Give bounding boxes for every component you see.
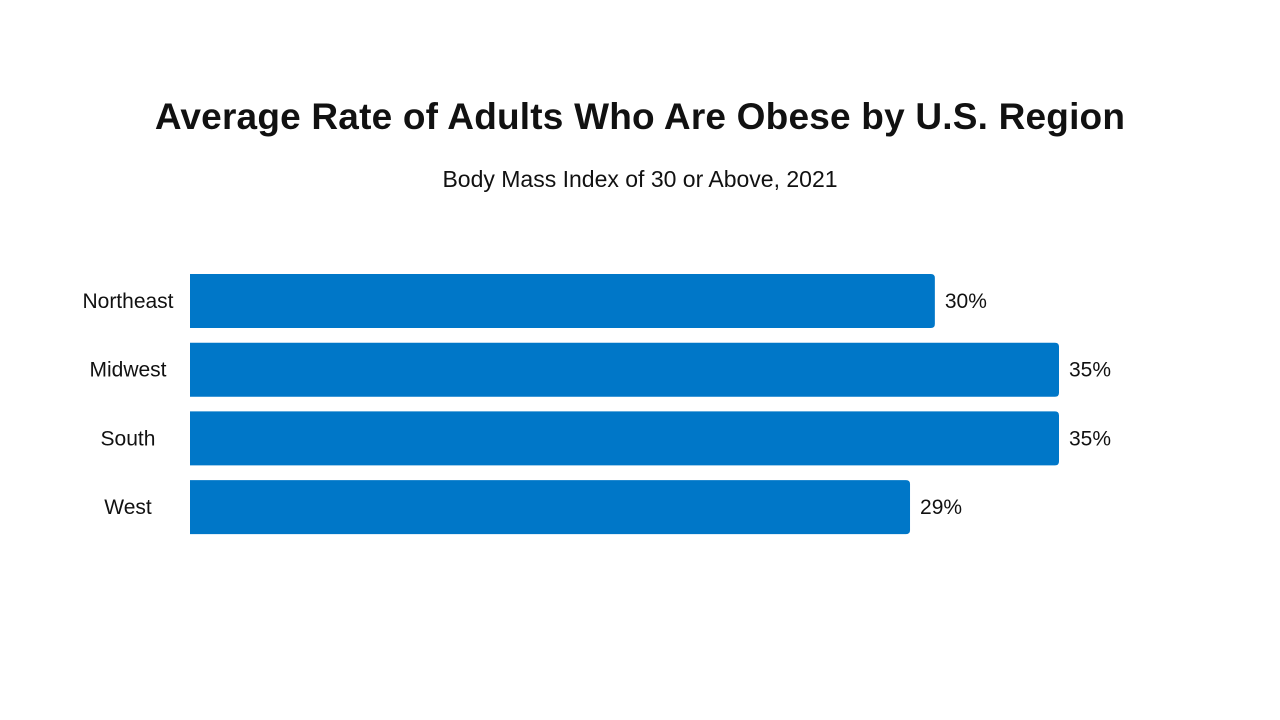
- chart-subtitle: Body Mass Index of 30 or Above, 2021: [442, 166, 838, 192]
- value-label-midwest: 35%: [1069, 359, 1111, 382]
- category-label-south: South: [101, 427, 156, 450]
- category-label-midwest: Midwest: [89, 359, 166, 382]
- category-label-northeast: Northeast: [82, 290, 173, 313]
- bar-west: [190, 480, 911, 535]
- value-labels: 30% 35% 35% 29%: [920, 290, 1111, 519]
- value-label-northeast: 30%: [945, 290, 987, 313]
- bar-midwest: [190, 342, 1059, 397]
- bar-northeast: [190, 274, 935, 328]
- value-label-south: 35%: [1069, 427, 1111, 450]
- category-labels: Northeast Midwest South West: [82, 290, 173, 519]
- chart-title: Average Rate of Adults Who Are Obese by …: [154, 96, 1126, 137]
- category-label-west: West: [104, 496, 152, 519]
- bars-group: [190, 274, 1059, 535]
- value-label-west: 29%: [920, 496, 962, 519]
- bar-south: [190, 411, 1059, 466]
